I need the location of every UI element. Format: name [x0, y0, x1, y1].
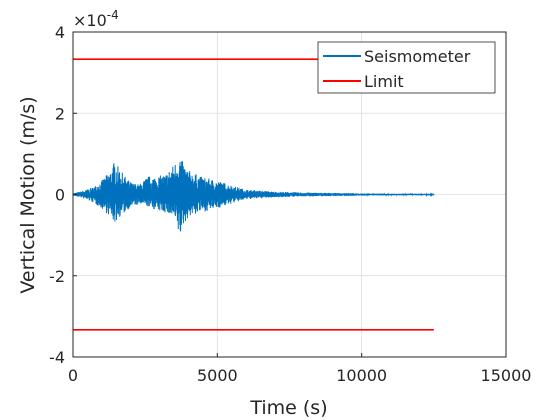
y-exponent-label: ×10-4 — [73, 8, 119, 30]
legend-label-limit: Limit — [364, 72, 404, 91]
y-tick-label: 2 — [55, 104, 65, 123]
legend: Seismometer Limit — [317, 41, 496, 94]
ticks: 0 5000 10000 15000 -4 -2 0 2 4 — [49, 23, 531, 385]
legend-label-seismometer: Seismometer — [364, 47, 471, 66]
y-exponent-power: -4 — [107, 8, 119, 22]
seismometer-trace — [72, 161, 435, 232]
x-tick-label: 0 — [68, 366, 78, 385]
y-tick-label: -2 — [49, 267, 65, 286]
y-tick-label: -4 — [49, 348, 65, 367]
y-axis-label: Vertical Motion (m/s) — [17, 96, 39, 293]
y-exponent-base: ×10 — [73, 11, 107, 30]
x-tick-label: 15000 — [481, 366, 532, 385]
y-tick-label: 4 — [55, 23, 65, 42]
x-axis-label: Time (s) — [249, 397, 327, 419]
x-tick-label: 10000 — [336, 366, 387, 385]
y-tick-label: 0 — [55, 186, 65, 205]
x-tick-label: 5000 — [197, 366, 238, 385]
legend-box — [317, 41, 496, 94]
